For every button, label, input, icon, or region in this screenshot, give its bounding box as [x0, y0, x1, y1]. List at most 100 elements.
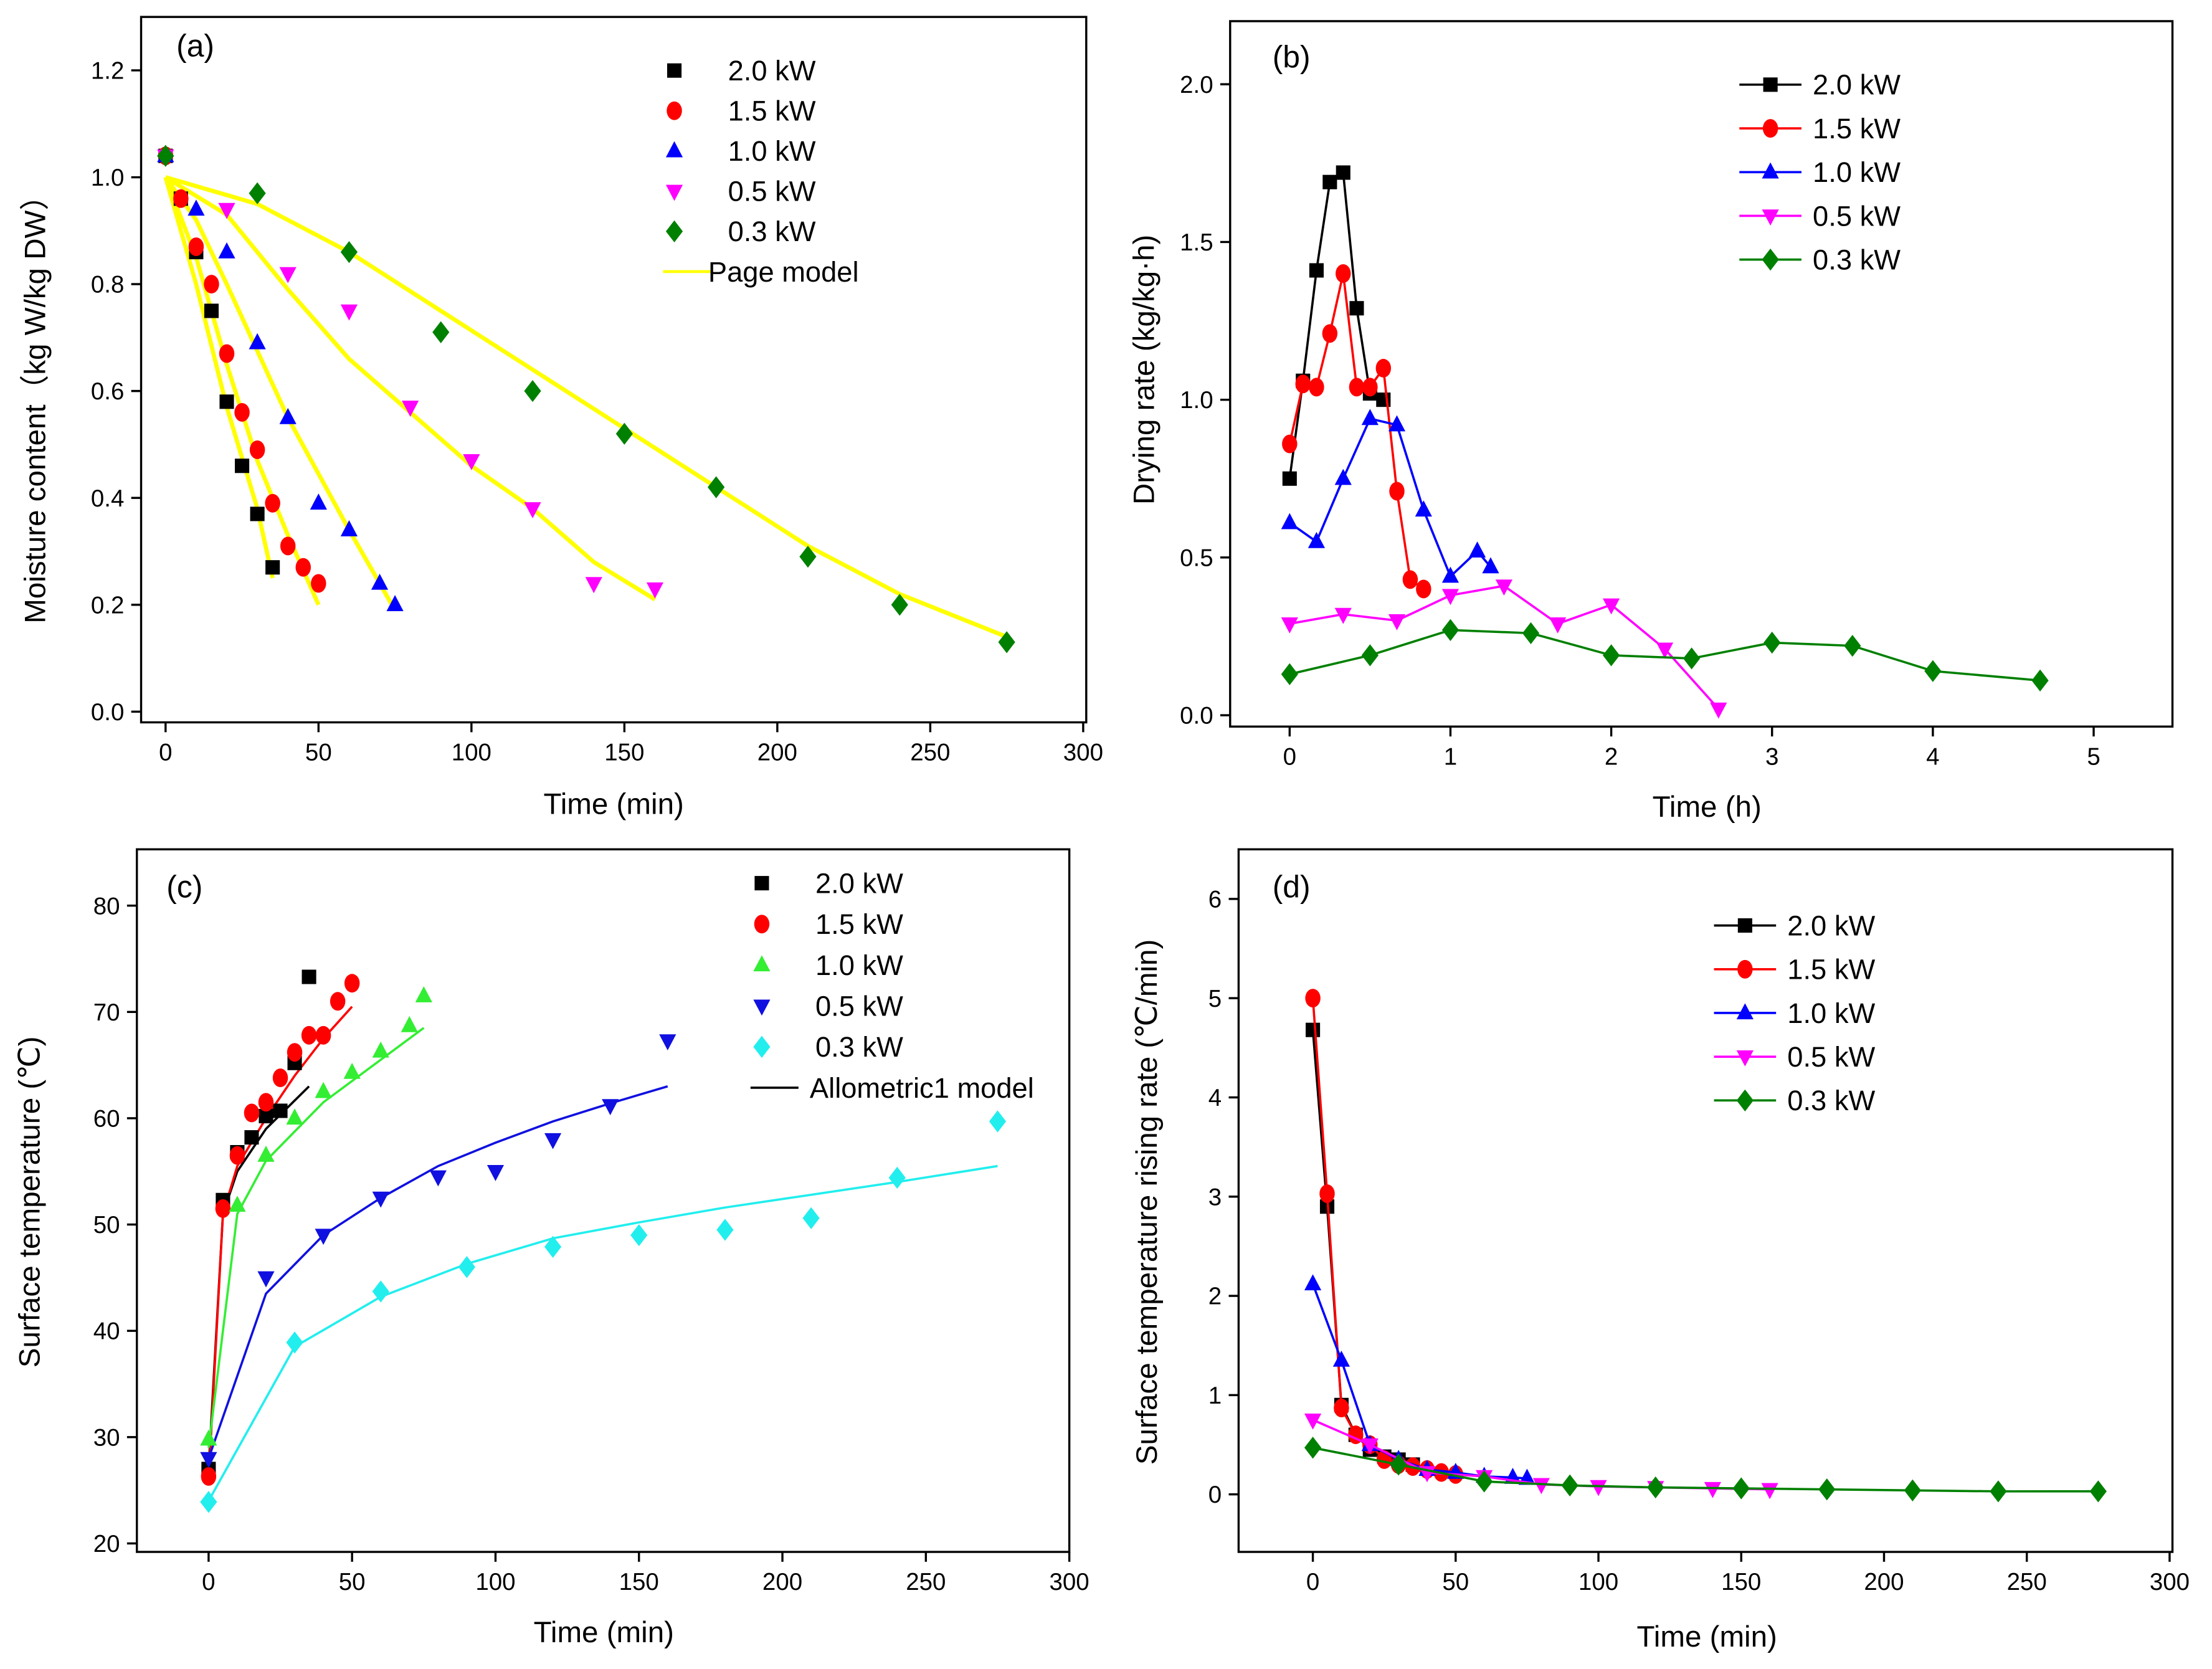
legend-label: 1.5 kW [815, 908, 903, 940]
y-tick-label: 0.2 [91, 592, 125, 619]
data-point [415, 986, 432, 1002]
x-tick-label: 250 [910, 739, 950, 766]
x-tick-label: 4 [1926, 743, 1939, 770]
x-tick-label: 100 [475, 1569, 515, 1595]
data-point [1441, 619, 1460, 641]
data-point [1647, 1476, 1664, 1499]
data-point [1389, 482, 1405, 501]
data-point [615, 422, 633, 445]
data-point [200, 1429, 217, 1446]
data-point [1495, 579, 1512, 596]
data-point [315, 1082, 332, 1098]
data-point [340, 240, 358, 264]
data-point [1281, 617, 1298, 634]
legend-marker [754, 876, 769, 891]
panel-a: (a) Time (min) Moisture content（kg W/kg … [19, 29, 684, 821]
data-point [432, 321, 450, 343]
data-point [229, 1196, 246, 1212]
y-tick-label: 0.0 [1180, 703, 1213, 730]
y-tick-label: 0.5 [1180, 544, 1213, 571]
data-point [544, 1133, 562, 1149]
data-point [265, 560, 280, 575]
y-tick-label: 0 [1208, 1481, 1222, 1508]
data-point [219, 394, 234, 409]
x-tick-label: 0 [1283, 743, 1296, 770]
data-point [1304, 1437, 1322, 1459]
legend-label: 0.3 kW [728, 216, 816, 247]
plot-frame [136, 848, 1071, 1553]
data-point [1388, 614, 1406, 630]
data-point [891, 594, 908, 616]
panel-d: (d) Time (min) Surface temperature risin… [1131, 869, 1777, 1653]
panel-b-label: (b) [1273, 40, 1311, 75]
data-point [340, 304, 358, 321]
legend-label: 0.5 kW [1813, 200, 1901, 232]
panel-c-xlabel: Time (min) [534, 1616, 674, 1649]
data-point [2089, 1480, 2107, 1503]
data-point [201, 1467, 217, 1486]
data-point [401, 1015, 418, 1032]
data-point [1590, 1480, 1607, 1496]
data-point [1732, 1477, 1750, 1500]
data-point [1334, 1399, 1349, 1418]
data-point [1710, 702, 1727, 719]
model-line [164, 175, 1008, 639]
x-tick-label: 300 [1063, 739, 1103, 766]
data-point [708, 476, 725, 498]
data-point [218, 242, 235, 259]
data-point [244, 1103, 260, 1123]
legend-marker [665, 184, 683, 201]
y-tick-label: 80 [93, 893, 120, 920]
y-tick-label: 0.6 [91, 378, 125, 405]
legend-marker [753, 999, 771, 1016]
legend-label: 1.5 kW [1813, 113, 1901, 145]
data-point [249, 182, 266, 204]
data-point [215, 1199, 231, 1218]
panel-c-label: (c) [166, 869, 202, 904]
data-point [544, 1235, 562, 1258]
data-point [1904, 1479, 1921, 1501]
plot-frame [1237, 848, 2174, 1553]
legend-label: 2.0 kW [1813, 69, 1901, 101]
data-point [1683, 647, 1701, 670]
model-line [163, 176, 321, 606]
data-point [1390, 1453, 1407, 1476]
legend-marker [665, 220, 683, 243]
data-point [1990, 1480, 2007, 1503]
y-tick-label: 1.0 [91, 164, 125, 191]
data-point [402, 401, 419, 417]
data-point [1415, 500, 1432, 517]
data-point [250, 506, 265, 521]
panel-d-ylabel: Surface temperature rising rate (℃/min) [1131, 939, 1164, 1465]
data-point [200, 1452, 217, 1468]
data-point [1334, 468, 1352, 485]
data-point [1322, 174, 1337, 189]
y-tick-label: 70 [93, 999, 120, 1026]
legend-label: 1.5 kW [728, 95, 816, 127]
data-point [372, 1041, 389, 1058]
panel-b-ylabel: Drying rate (kg/kg·h) [1127, 235, 1161, 505]
panel-d-xlabel: Time (min) [1637, 1620, 1777, 1653]
data-point [273, 1103, 288, 1118]
model-line [164, 175, 657, 602]
data-point [340, 520, 358, 536]
panel-a-label: (a) [176, 29, 214, 64]
data-point [1332, 1350, 1350, 1367]
legend-marker [1737, 918, 1752, 933]
data-point [187, 199, 205, 216]
data-point [1362, 378, 1378, 397]
data-point [1482, 557, 1499, 574]
legend-label: 1.0 kW [815, 949, 903, 981]
data-point [1334, 607, 1352, 624]
plot-1: 0 50 100 150 200 250 300 0.0 0.2 0.4 0.6 0.8 1.0 1.2 2… [91, 16, 1103, 766]
data-point [234, 402, 250, 422]
legend-marker [1736, 1089, 1754, 1112]
legend: 2.0 kW 1.5 kW 1.0 kW 0.5 kW 0.3 kW [1739, 69, 1901, 276]
legend-marker [1737, 959, 1753, 979]
legend-label: 0.3 kW [1813, 244, 1901, 276]
data-point [1441, 589, 1460, 606]
legend-marker [1763, 77, 1778, 92]
data-point [272, 1068, 288, 1088]
y-tick-label: 60 [93, 1106, 120, 1133]
legend-label: 2.0 kW [815, 867, 903, 899]
